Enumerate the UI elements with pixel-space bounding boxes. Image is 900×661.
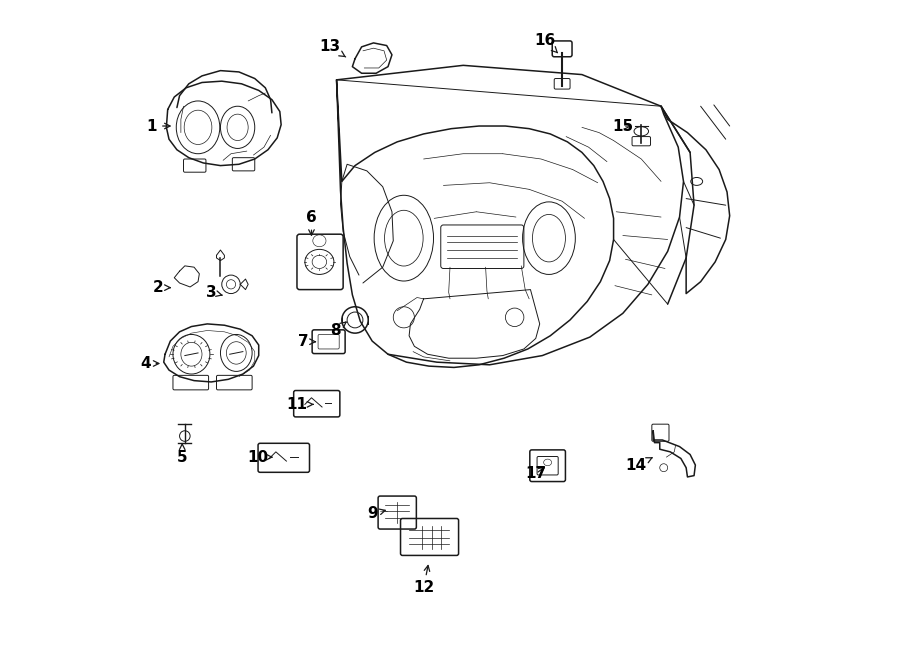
Text: 5: 5 <box>177 444 187 465</box>
Text: 14: 14 <box>626 457 652 473</box>
Text: 17: 17 <box>526 466 546 481</box>
Text: 4: 4 <box>140 356 159 371</box>
Text: 7: 7 <box>298 334 315 349</box>
Text: 15: 15 <box>612 118 634 134</box>
Text: 3: 3 <box>206 285 222 299</box>
Text: 9: 9 <box>367 506 385 522</box>
Text: 16: 16 <box>535 33 557 53</box>
Text: 2: 2 <box>153 280 170 295</box>
Text: 8: 8 <box>330 322 346 338</box>
Text: 11: 11 <box>286 397 313 412</box>
Text: 12: 12 <box>413 565 434 596</box>
Text: 10: 10 <box>247 449 272 465</box>
Text: 13: 13 <box>320 40 346 57</box>
Text: 1: 1 <box>147 118 170 134</box>
Text: 6: 6 <box>306 210 317 235</box>
